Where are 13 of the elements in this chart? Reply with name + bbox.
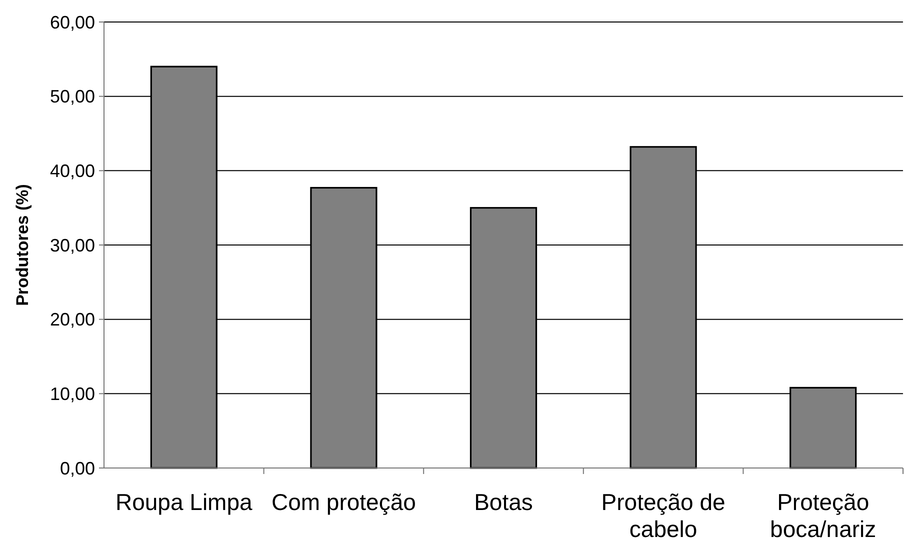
- y-tick-label: 30,00: [50, 235, 95, 256]
- y-tick-label: 0,00: [60, 458, 95, 478]
- x-tick-label: Proteção de cabelo: [601, 489, 726, 542]
- y-tick-label: 40,00: [50, 160, 95, 181]
- y-tick-label: 20,00: [50, 310, 95, 330]
- x-tick-label: Proteção boca/nariz: [770, 489, 876, 542]
- y-tick-label: 60,00: [50, 12, 95, 32]
- x-tick-label: Com proteção: [271, 489, 416, 515]
- y-tick-label: 10,00: [50, 384, 95, 404]
- y-tick-label: 50,00: [50, 86, 95, 107]
- x-tick-label: Roupa Limpa: [115, 489, 253, 515]
- y-axis-title: Produtores (%): [13, 184, 32, 306]
- x-tick-label: Botas: [474, 489, 533, 515]
